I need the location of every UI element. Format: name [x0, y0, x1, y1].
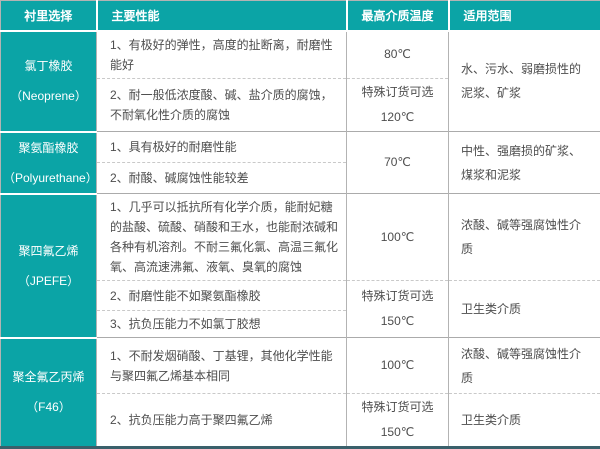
- row-neoprene-1: 氯丁橡胶 （Neoprene） 1、有极好的弹性，高度的扯断离，耐磨性能好 80…: [1, 31, 600, 79]
- scope-cell: 中性、强磨损的矿浆、煤浆和泥浆: [449, 132, 600, 194]
- scope-cell: 浓酸、碱等强腐蚀性介质: [449, 338, 600, 394]
- col-header-lining: 衬里选择: [1, 1, 97, 31]
- lining-cell-polyurethane: 聚氨酯橡胶 （Polyurethane）: [1, 132, 97, 194]
- temp-cell: 100℃: [347, 338, 449, 394]
- col-header-scope: 适用范围: [449, 1, 600, 31]
- performance-cell: 2、抗负压能力高于聚四氟乙烯: [97, 394, 347, 448]
- col-header-max-temp: 最高介质温度: [347, 1, 449, 31]
- row-f46-1: 聚全氟乙丙烯 （F46） 1、不耐发烟硝酸、丁基锂，其他化学性能与聚四氟乙烯基本…: [1, 338, 600, 394]
- lining-cell-neoprene: 氯丁橡胶 （Neoprene）: [1, 31, 97, 132]
- performance-cell: 1、几乎可以抵抗所有化学介质，能耐妃糖的盐酸、硫酸、硝酸和王水，也能耐浓碱和各种…: [97, 194, 347, 281]
- temp-cell: 特殊订货可选 150℃: [347, 394, 449, 448]
- performance-cell: 3、抗负压能力不如氯丁胶想: [97, 311, 347, 338]
- scope-cell: 水、污水、弱磨损性的泥浆、矿浆: [449, 31, 600, 132]
- performance-cell: 1、不耐发烟硝酸、丁基锂，其他化学性能与聚四氟乙烯基本相同: [97, 338, 347, 394]
- performance-cell: 2、耐一般低浓度酸、碱、盐介质的腐蚀，不耐氧化性介质的腐蚀: [97, 79, 347, 132]
- temp-cell: 70℃: [347, 132, 449, 194]
- lining-selection-table: 衬里选择 主要性能 最高介质温度 适用范围 氯丁橡胶 （Neoprene） 1、…: [0, 0, 600, 427]
- performance-cell: 2、耐磨性能不如聚氨酯橡胶: [97, 281, 347, 311]
- scope-cell: 卫生类介质: [449, 394, 600, 448]
- temp-cell: 特殊订货可选 120℃: [347, 79, 449, 132]
- lining-cell-f46: 聚全氟乙丙烯 （F46）: [1, 338, 97, 448]
- header-row: 衬里选择 主要性能 最高介质温度 适用范围: [1, 1, 600, 31]
- temp-cell: 特殊订货可选 150℃: [347, 281, 449, 338]
- col-header-performance: 主要性能: [97, 1, 347, 31]
- row-jpefe-1: 聚四氟乙烯 （JPEFE） 1、几乎可以抵抗所有化学介质，能耐妃糖的盐酸、硫酸、…: [1, 194, 600, 281]
- lining-cell-jpefe: 聚四氟乙烯 （JPEFE）: [1, 194, 97, 338]
- performance-cell: 2、耐酸、碱腐蚀性能较差: [97, 163, 347, 194]
- row-polyurethane-1: 聚氨酯橡胶 （Polyurethane） 1、具有极好的耐磨性能 70℃ 中性、…: [1, 132, 600, 163]
- temp-cell: 80℃: [347, 31, 449, 79]
- scope-cell: 浓酸、碱等强腐蚀性介质: [449, 194, 600, 281]
- scope-cell: 卫生类介质: [449, 281, 600, 338]
- performance-cell: 1、具有极好的耐磨性能: [97, 132, 347, 163]
- performance-cell: 1、有极好的弹性，高度的扯断离，耐磨性能好: [97, 31, 347, 79]
- temp-cell: 100℃: [347, 194, 449, 281]
